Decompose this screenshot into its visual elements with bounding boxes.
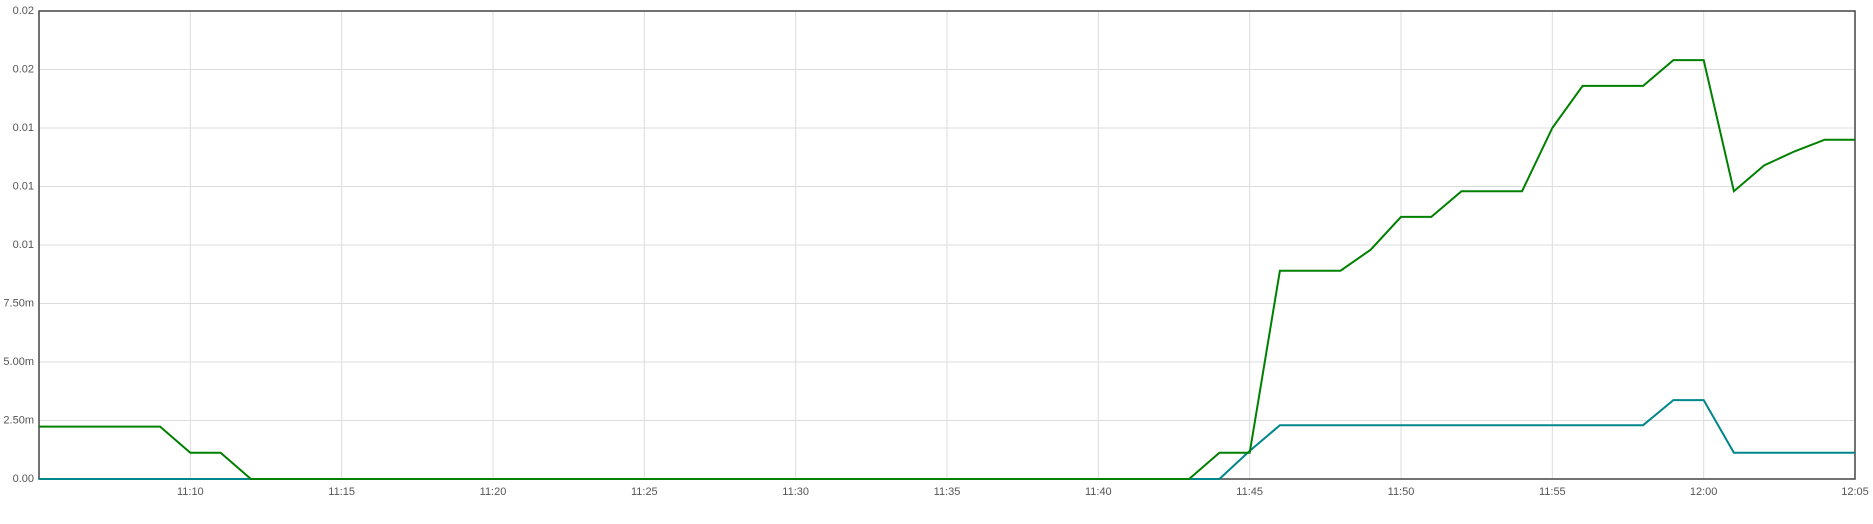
x-tick-label: 11:20 [480, 486, 507, 498]
y-tick-label: 2.50m [3, 414, 34, 426]
x-tick-label: 11:55 [1539, 486, 1566, 498]
y-tick-label: 0.02 [13, 63, 34, 75]
x-tick-label: 11:40 [1085, 486, 1112, 498]
y-tick-label: 0.00 [13, 473, 34, 485]
x-tick-label: 11:35 [934, 486, 961, 498]
x-tick-label: 12:00 [1690, 486, 1718, 498]
x-tick-label: 11:25 [631, 486, 658, 498]
y-tick-label: 0.01 [13, 239, 34, 251]
x-tick-label: 11:50 [1388, 486, 1415, 498]
y-tick-label: 0.02 [13, 5, 34, 17]
x-tick-label: 11:10 [177, 486, 204, 498]
x-tick-label: 11:45 [1236, 486, 1263, 498]
x-tick-label: 11:15 [328, 486, 355, 498]
y-tick-label: 0.01 [13, 122, 34, 134]
x-tick-label: 12:05 [1841, 486, 1869, 498]
y-tick-label: 0.01 [13, 180, 34, 192]
y-tick-label: 7.50m [3, 297, 34, 309]
x-tick-label: 11:30 [782, 486, 809, 498]
series-line [39, 59, 1855, 480]
y-tick-label: 5.00m [3, 356, 34, 368]
